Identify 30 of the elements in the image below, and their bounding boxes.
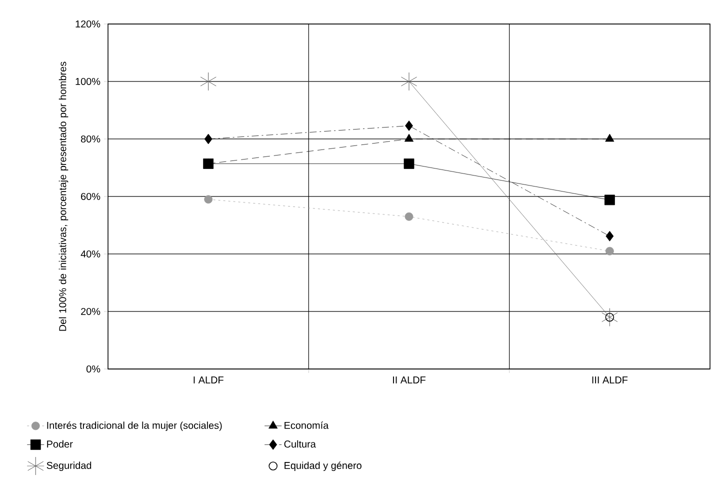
point <box>404 212 414 221</box>
x-tick-label: III ALDF <box>592 376 628 384</box>
y-tick-label: 100% <box>76 78 100 86</box>
point <box>200 72 216 91</box>
point <box>204 195 213 204</box>
point <box>405 120 413 131</box>
legend-label: Seguridad <box>46 462 92 471</box>
y-tick-label: 120% <box>76 20 100 28</box>
legend-label: Economía <box>284 421 329 429</box>
point <box>606 230 614 242</box>
y-tick-label: 0% <box>86 365 100 373</box>
x-tick-label: I ALDF <box>194 376 224 384</box>
legend-label: Cultura <box>284 440 316 448</box>
point <box>602 308 618 326</box>
point <box>400 72 418 91</box>
legend-label: Equidad y género <box>284 462 362 471</box>
y-tick-label: 20% <box>81 308 100 316</box>
y-tick-label: 40% <box>80 250 100 258</box>
y-tick-label: 80% <box>80 135 100 143</box>
point <box>204 134 212 144</box>
point <box>404 158 414 169</box>
point <box>604 194 615 206</box>
x-tick-label: II ALDF <box>393 376 426 384</box>
legend-label: Interés tradicional de la mujer (sociales) <box>47 421 222 431</box>
point <box>605 312 614 322</box>
y-axis-title: Del 100% de iniciativas, porcentaje presentado por hombres <box>58 62 68 331</box>
y-tick-label: 60% <box>81 192 100 200</box>
point <box>605 246 614 256</box>
legend-label: Poder <box>47 440 73 448</box>
point <box>203 158 214 169</box>
